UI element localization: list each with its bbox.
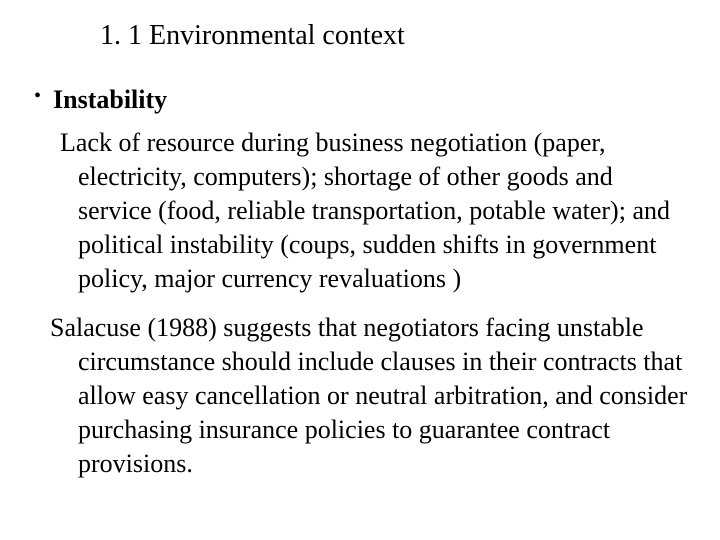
paragraph-1: Lack of resource during business negotia… bbox=[50, 126, 690, 295]
bullet-marker-icon: • bbox=[34, 82, 41, 110]
bullet-item: • Instability bbox=[30, 82, 690, 118]
bullet-heading: Instability bbox=[53, 82, 167, 118]
slide-title: 1. 1 Environmental context bbox=[100, 20, 690, 52]
paragraph-2: Salacuse (1988) suggests that negotiator… bbox=[50, 311, 690, 480]
